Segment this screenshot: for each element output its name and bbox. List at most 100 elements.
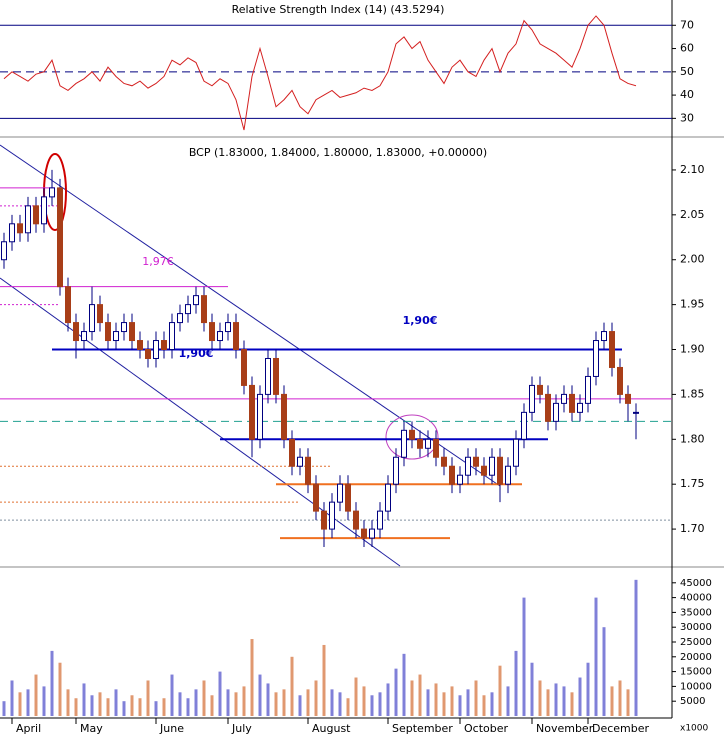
- x-tick-label: August: [312, 722, 351, 735]
- x-tick-label: June: [159, 722, 184, 735]
- volume-bar: [426, 689, 430, 716]
- candle-body: [97, 304, 103, 324]
- y-tick-label: 1.95: [680, 298, 705, 311]
- candle-body: [577, 402, 583, 413]
- candle-body: [161, 340, 167, 351]
- volume-bar: [466, 689, 470, 716]
- volume-bar: [354, 677, 358, 716]
- x-tick-label: May: [80, 722, 103, 735]
- candle-body: [169, 322, 175, 351]
- candle-body: [617, 366, 623, 395]
- candle-body: [113, 331, 119, 342]
- volume-bar: [194, 689, 198, 716]
- candle-body: [241, 349, 247, 386]
- volume-bar: [162, 698, 166, 716]
- volume-bar: [330, 689, 334, 716]
- candle-body: [313, 483, 319, 512]
- candle-body: [89, 304, 95, 333]
- y-tick-label: 30: [680, 111, 694, 124]
- candle-body: [177, 313, 183, 324]
- y-tick-label: 2.10: [680, 163, 705, 176]
- volume-bar: [274, 692, 278, 716]
- candle-body: [65, 286, 71, 324]
- candle-body: [225, 322, 231, 333]
- y-tick-label: 40: [680, 88, 694, 101]
- candle-body: [465, 456, 471, 476]
- volume-bar: [482, 695, 486, 716]
- volume-bar: [18, 692, 22, 716]
- candle-body: [425, 438, 431, 449]
- volume-bar: [66, 689, 70, 716]
- volume-bar: [378, 692, 382, 716]
- volume-bar: [450, 686, 454, 716]
- candle-body: [545, 393, 551, 422]
- candle-body: [369, 528, 375, 539]
- candle-body: [9, 223, 15, 243]
- volume-bar: [106, 698, 110, 716]
- volume-bar: [226, 689, 230, 716]
- volume-bar: [50, 650, 54, 716]
- volume-bar: [26, 689, 30, 716]
- candle-body: [193, 295, 199, 306]
- candle-body: [505, 465, 511, 485]
- candle-body: [153, 340, 159, 359]
- candle-body: [481, 465, 487, 476]
- volume-bar: [370, 695, 374, 716]
- volume-bar: [242, 686, 246, 716]
- volume-bar: [490, 692, 494, 716]
- y-tick-label: 20000: [680, 652, 712, 663]
- volume-bar: [218, 671, 222, 716]
- volume-bar: [82, 683, 86, 716]
- x-tick-label: April: [16, 722, 41, 735]
- volume-bar: [122, 701, 126, 716]
- candle-body: [553, 402, 559, 422]
- rsi-title: Relative Strength Index (14) (43.5294): [232, 3, 445, 16]
- candle-body: [433, 438, 439, 458]
- candle-body: [361, 528, 367, 539]
- candle-body: [33, 205, 39, 225]
- volume-bar: [634, 579, 638, 716]
- candle-body: [489, 456, 495, 476]
- y-tick-label: 2.00: [680, 253, 705, 266]
- candle-body: [145, 349, 151, 359]
- y-tick-label: 50: [680, 65, 694, 78]
- candle-body: [129, 322, 135, 342]
- volume-bar: [74, 698, 78, 716]
- y-tick-label: 5000: [680, 696, 705, 707]
- candle-body: [417, 438, 423, 449]
- candle-body: [137, 340, 143, 351]
- volume-bar: [346, 698, 350, 716]
- y-tick-label: 40000: [680, 593, 712, 604]
- candle-body: [609, 331, 615, 368]
- candle-body: [73, 322, 79, 342]
- candle-body: [321, 510, 327, 530]
- x-tick-label: July: [231, 722, 252, 735]
- volume-bar: [402, 653, 406, 716]
- candle-body: [561, 393, 567, 404]
- candle-body: [57, 187, 63, 288]
- volume-bar: [506, 686, 510, 716]
- candle-body: [529, 384, 535, 413]
- trend-line: [0, 144, 501, 487]
- volume-bar: [394, 668, 398, 716]
- volume-bar: [42, 686, 46, 716]
- volume-bar: [586, 662, 590, 716]
- volume-bar: [410, 680, 414, 716]
- volume-bar: [186, 698, 190, 716]
- candle-body: [41, 196, 47, 225]
- candle-body: [105, 322, 111, 342]
- candle-body: [25, 205, 31, 234]
- highlight-circle: [385, 414, 439, 460]
- volume-bar: [250, 639, 254, 716]
- candle-body: [377, 510, 383, 530]
- y-tick-label: 15000: [680, 667, 712, 678]
- y-tick-label: 70: [680, 18, 694, 31]
- volume-bar: [90, 695, 94, 716]
- volume-bar: [58, 662, 62, 716]
- volume-bar: [338, 692, 342, 716]
- candle-body: [329, 501, 335, 530]
- candle-body: [81, 331, 87, 342]
- price-title: BCP (1.83000, 1.84000, 1.80000, 1.83000,…: [189, 146, 487, 159]
